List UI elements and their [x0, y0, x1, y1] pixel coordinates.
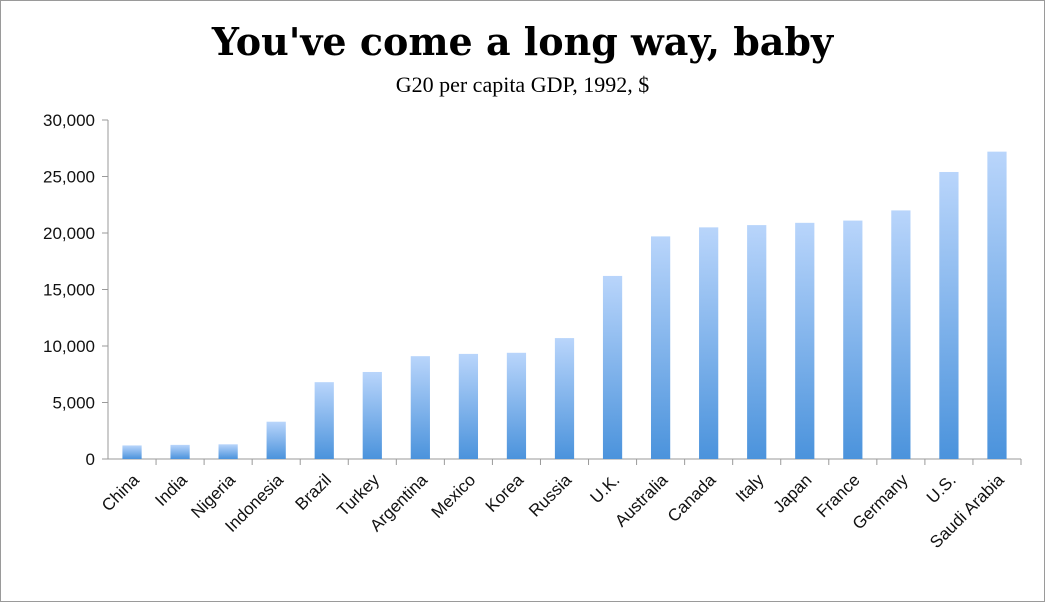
x-tick-label: Mexico	[428, 470, 480, 522]
x-tick-label: Russia	[525, 470, 576, 521]
bar-saudi-arabia	[987, 151, 1007, 459]
bar-mexico	[458, 353, 479, 459]
bar-u-s	[939, 171, 959, 460]
y-tick-label: 20,000	[43, 224, 95, 243]
x-tick-label: Italy	[732, 470, 768, 506]
x-tick-label: U.K.	[587, 470, 624, 507]
x-tick-label: India	[151, 470, 191, 510]
y-tick-label: 15,000	[43, 281, 95, 300]
chart-title: You've come a long way, baby	[211, 19, 834, 64]
y-tick-labels: 0 5,000 10,000 15,000 20,000 25,000 30,000	[43, 111, 95, 469]
x-tick-label: Brazil	[292, 470, 335, 513]
bar-japan	[795, 222, 815, 459]
bar-canada	[699, 227, 719, 459]
x-tick-label: China	[98, 470, 143, 515]
chart-subtitle: G20 per capita GDP, 1992, $	[395, 72, 650, 97]
x-tick-label: Canada	[664, 470, 720, 526]
bars	[122, 151, 1007, 460]
bar-nigeria	[218, 444, 238, 459]
bar-germany	[891, 210, 911, 459]
bar-korea	[506, 352, 527, 459]
y-tick-label: 5,000	[52, 394, 95, 413]
bar-turkey	[362, 371, 382, 459]
bar-australia	[650, 236, 671, 459]
bar-russia	[554, 338, 575, 459]
x-tick-label: U.S.	[923, 470, 960, 507]
y-tick-label: 0	[86, 450, 95, 469]
y-tick-label: 30,000	[43, 111, 95, 130]
bar-india	[170, 444, 190, 459]
bar-indonesia	[266, 421, 286, 459]
x-tick-label: Japan	[769, 470, 815, 516]
bar-argentina	[410, 356, 430, 459]
y-tick-label: 25,000	[43, 168, 95, 187]
bar-italy	[747, 225, 767, 459]
y-tick-label: 10,000	[43, 337, 95, 356]
bar-brazil	[314, 382, 334, 459]
bar-france	[843, 220, 863, 459]
x-tick-label: Australia	[611, 470, 672, 531]
bar-u-k	[602, 275, 623, 459]
bar-china	[122, 445, 142, 459]
x-tick-label: Korea	[482, 470, 528, 516]
